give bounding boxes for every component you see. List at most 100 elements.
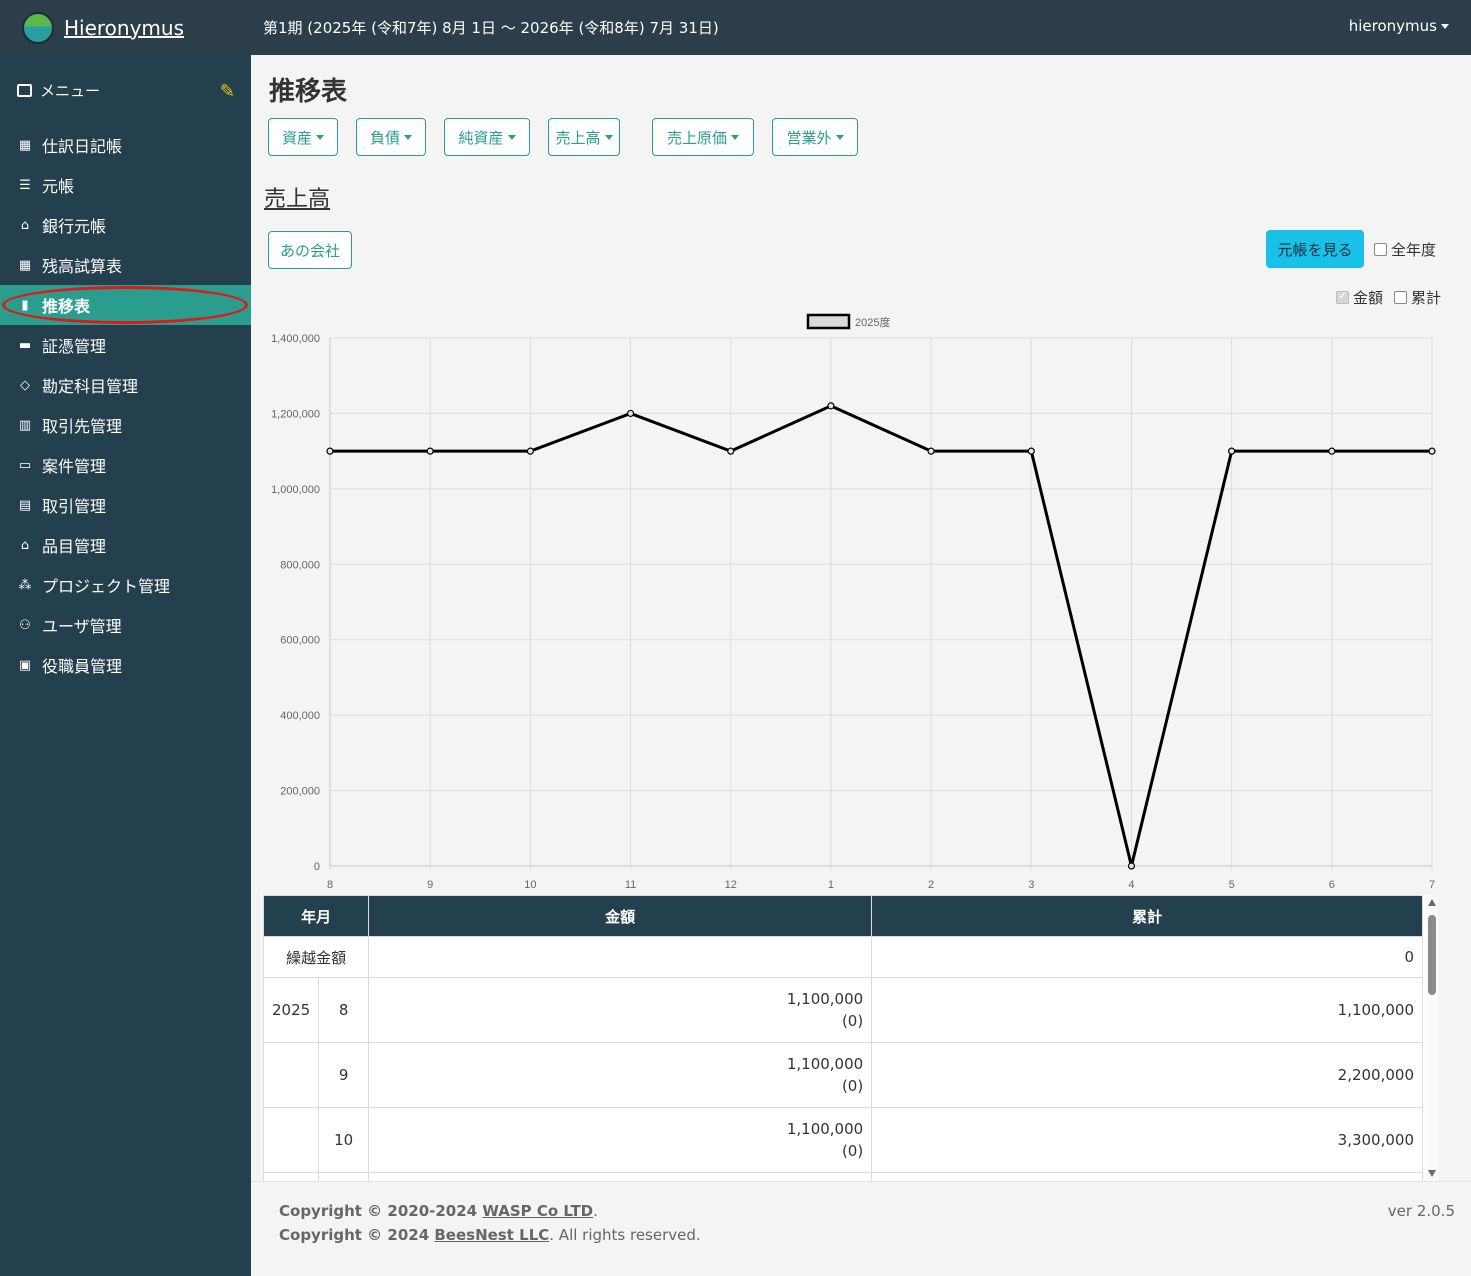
trend-table-container: 年月 金額 累計 繰越金額 0 2025 8 1,100,000 (0) 1,100,0…: [263, 895, 1438, 1181]
category-dropdown-button[interactable]: 資産: [268, 118, 338, 156]
category-dropdown-button[interactable]: 営業外: [772, 118, 858, 156]
sidebar-item-label: 残高試算表: [42, 257, 123, 276]
y-tick-label: 200,000: [280, 786, 320, 798]
sidebar-item-label: 仕訳日記帳: [42, 137, 123, 156]
sidebar-item[interactable]: ▥ 取引先管理: [0, 405, 251, 445]
users-icon: ⚇: [19, 617, 31, 633]
sidebar-item[interactable]: ▤ 取引管理: [0, 485, 251, 525]
data-point: [626, 409, 635, 418]
user-menu[interactable]: hieronymus: [1349, 17, 1449, 35]
sidebar-item[interactable]: ⚇ ユーザ管理: [0, 605, 251, 645]
year-cell: 2025: [263, 977, 320, 1043]
y-tick-label: 400,000: [280, 710, 320, 722]
cumulative-checkbox[interactable]: 累計: [1394, 287, 1441, 308]
x-tick-label: 6: [1329, 879, 1335, 891]
chevron-down-icon: [731, 134, 739, 140]
sidebar-item[interactable]: ▦ 残高試算表: [0, 245, 251, 285]
sidebar-item-label: 証憑管理: [42, 337, 107, 356]
sidebar-item[interactable]: ☰ 元帳: [0, 165, 251, 205]
app-logo-icon: [22, 11, 54, 44]
y-tick-label: 1,200,000: [271, 408, 320, 420]
beesnest-link[interactable]: BeesNest LLC: [434, 1226, 550, 1244]
full-year-label: 全年度: [1391, 241, 1437, 259]
sidebar-item[interactable]: ▭ 案件管理: [0, 445, 251, 485]
trend-line-chart: 1,400,000 1,200,000 1,000,000 800,000 600,00…: [271, 313, 1436, 891]
category-dropdown-button[interactable]: 純資産: [444, 118, 530, 156]
sidebar-item-label: 勘定科目管理: [42, 377, 139, 396]
diagram-icon: ⁂: [18, 577, 32, 593]
category-label: 営業外: [786, 128, 832, 147]
sidebar-menu-header: メニュー ✎: [0, 55, 251, 125]
archive-icon: ▬: [18, 337, 32, 353]
x-tick-label: 10: [524, 879, 536, 891]
brand[interactable]: Hieronymus: [0, 11, 251, 44]
y-tick-label: 600,000: [280, 635, 320, 647]
carry-row: 繰越金額 0: [263, 936, 1423, 978]
sidebar-item[interactable]: ⌂ 銀行元帳: [0, 205, 251, 245]
checkbox-box[interactable]: [1394, 291, 1407, 304]
copyright-line-1: Copyright © 2020-2024 WASP Co LTD.: [279, 1202, 598, 1220]
scroll-thumb[interactable]: [1428, 915, 1436, 995]
sidebar-item-label: 取引管理: [42, 497, 107, 516]
chevron-down-icon: [316, 134, 324, 140]
data-point: [326, 447, 334, 455]
table-scrollbar[interactable]: [1426, 895, 1438, 1181]
tag-icon: ◇: [20, 377, 30, 393]
main-content: 推移表 資産 負債 純資産 売上高 売上原価 営業外 売上高 あの会社 元帳を見る 全年度…: [251, 55, 1471, 1181]
data-point: [1228, 447, 1236, 455]
sidebar-item-label: 案件管理: [42, 457, 107, 476]
sidebar-item[interactable]: ▦ 仕訳日記帳: [0, 125, 251, 165]
data-point: [1127, 862, 1136, 870]
sidebar-item[interactable]: ◇ 勘定科目管理: [0, 365, 251, 405]
full-year-checkbox[interactable]: 全年度: [1374, 239, 1436, 260]
checkbox-box[interactable]: [1374, 243, 1387, 256]
chevron-down-icon: [604, 134, 613, 140]
category-dropdown-button[interactable]: 負債: [356, 118, 426, 156]
scroll-up-icon[interactable]: [1428, 899, 1436, 906]
checkbox-box[interactable]: [1336, 289, 1349, 304]
footer: Copyright © 2020-2024 WASP Co LTD. Copyr…: [251, 1181, 1471, 1276]
sidebar-item[interactable]: ▬ 証憑管理: [0, 325, 251, 365]
amount-cell: 1,100,000 (0): [368, 977, 873, 1043]
app-name[interactable]: Hieronymus: [64, 15, 185, 40]
trend-table: 年月 金額 累計 繰越金額 0 2025 8 1,100,000 (0) 1,100,0…: [263, 895, 1423, 1181]
header-year-month: 年月: [263, 895, 370, 937]
sidebar-item-label: 役職員管理: [42, 657, 123, 676]
scroll-down-icon[interactable]: [1428, 1170, 1436, 1177]
sidebar-item[interactable]: ▮ 推移表: [0, 285, 251, 325]
sidebar-item[interactable]: ⁂ プロジェクト管理: [0, 565, 251, 605]
category-dropdown-button[interactable]: 売上高: [548, 118, 620, 156]
data-point: [727, 447, 735, 455]
year-cell: [263, 1042, 320, 1108]
category-dropdown-button[interactable]: 売上原価: [652, 118, 754, 156]
sidebar-item[interactable]: ▣ 役職員管理: [0, 645, 251, 685]
wasp-link[interactable]: WASP Co LTD: [482, 1202, 594, 1220]
x-tick-label: 5: [1229, 879, 1235, 891]
ledger-icon: ☰: [19, 177, 31, 193]
amount-checkbox[interactable]: 金額: [1336, 287, 1383, 308]
view-ledger-button[interactable]: 元帳を見る: [1266, 230, 1364, 268]
amount-value: 1,100,000: [786, 1055, 864, 1073]
company-button[interactable]: あの会社: [268, 231, 352, 269]
section-title[interactable]: 売上高: [264, 187, 331, 212]
y-tick-label: 1,400,000: [271, 333, 320, 345]
x-tick-label: 8: [327, 879, 333, 891]
series-line: [330, 404, 1432, 867]
cumulative-cell: 3,300,000: [871, 1107, 1423, 1173]
amount-cell: 1,100,000 (0): [368, 1107, 873, 1173]
legend-label: 2025度: [855, 315, 890, 329]
cumulative-cell: 1,100,000: [871, 977, 1423, 1043]
sidebar-item-label: プロジェクト管理: [42, 577, 171, 596]
building-icon: ▥: [18, 417, 32, 433]
pencil-icon[interactable]: ✎: [219, 81, 235, 102]
cumulative-cell: 2,200,000: [871, 1042, 1423, 1108]
header-amount: 金額: [368, 895, 873, 937]
rights-text: . All rights reserved.: [549, 1226, 701, 1244]
menu-label: メニュー: [40, 81, 101, 100]
amount-label: 金額: [1353, 289, 1384, 307]
copyright-prefix-1: Copyright © 2020-2024: [279, 1202, 483, 1220]
month-cell: 9: [318, 1042, 370, 1108]
top-navbar: Hieronymus 第1期 (2025年 (令和7年) 8月 1日 〜 202…: [0, 0, 1471, 55]
sidebar-item[interactable]: ⌂ 品目管理: [0, 525, 251, 565]
amount-sub-value: (0): [841, 1142, 864, 1160]
